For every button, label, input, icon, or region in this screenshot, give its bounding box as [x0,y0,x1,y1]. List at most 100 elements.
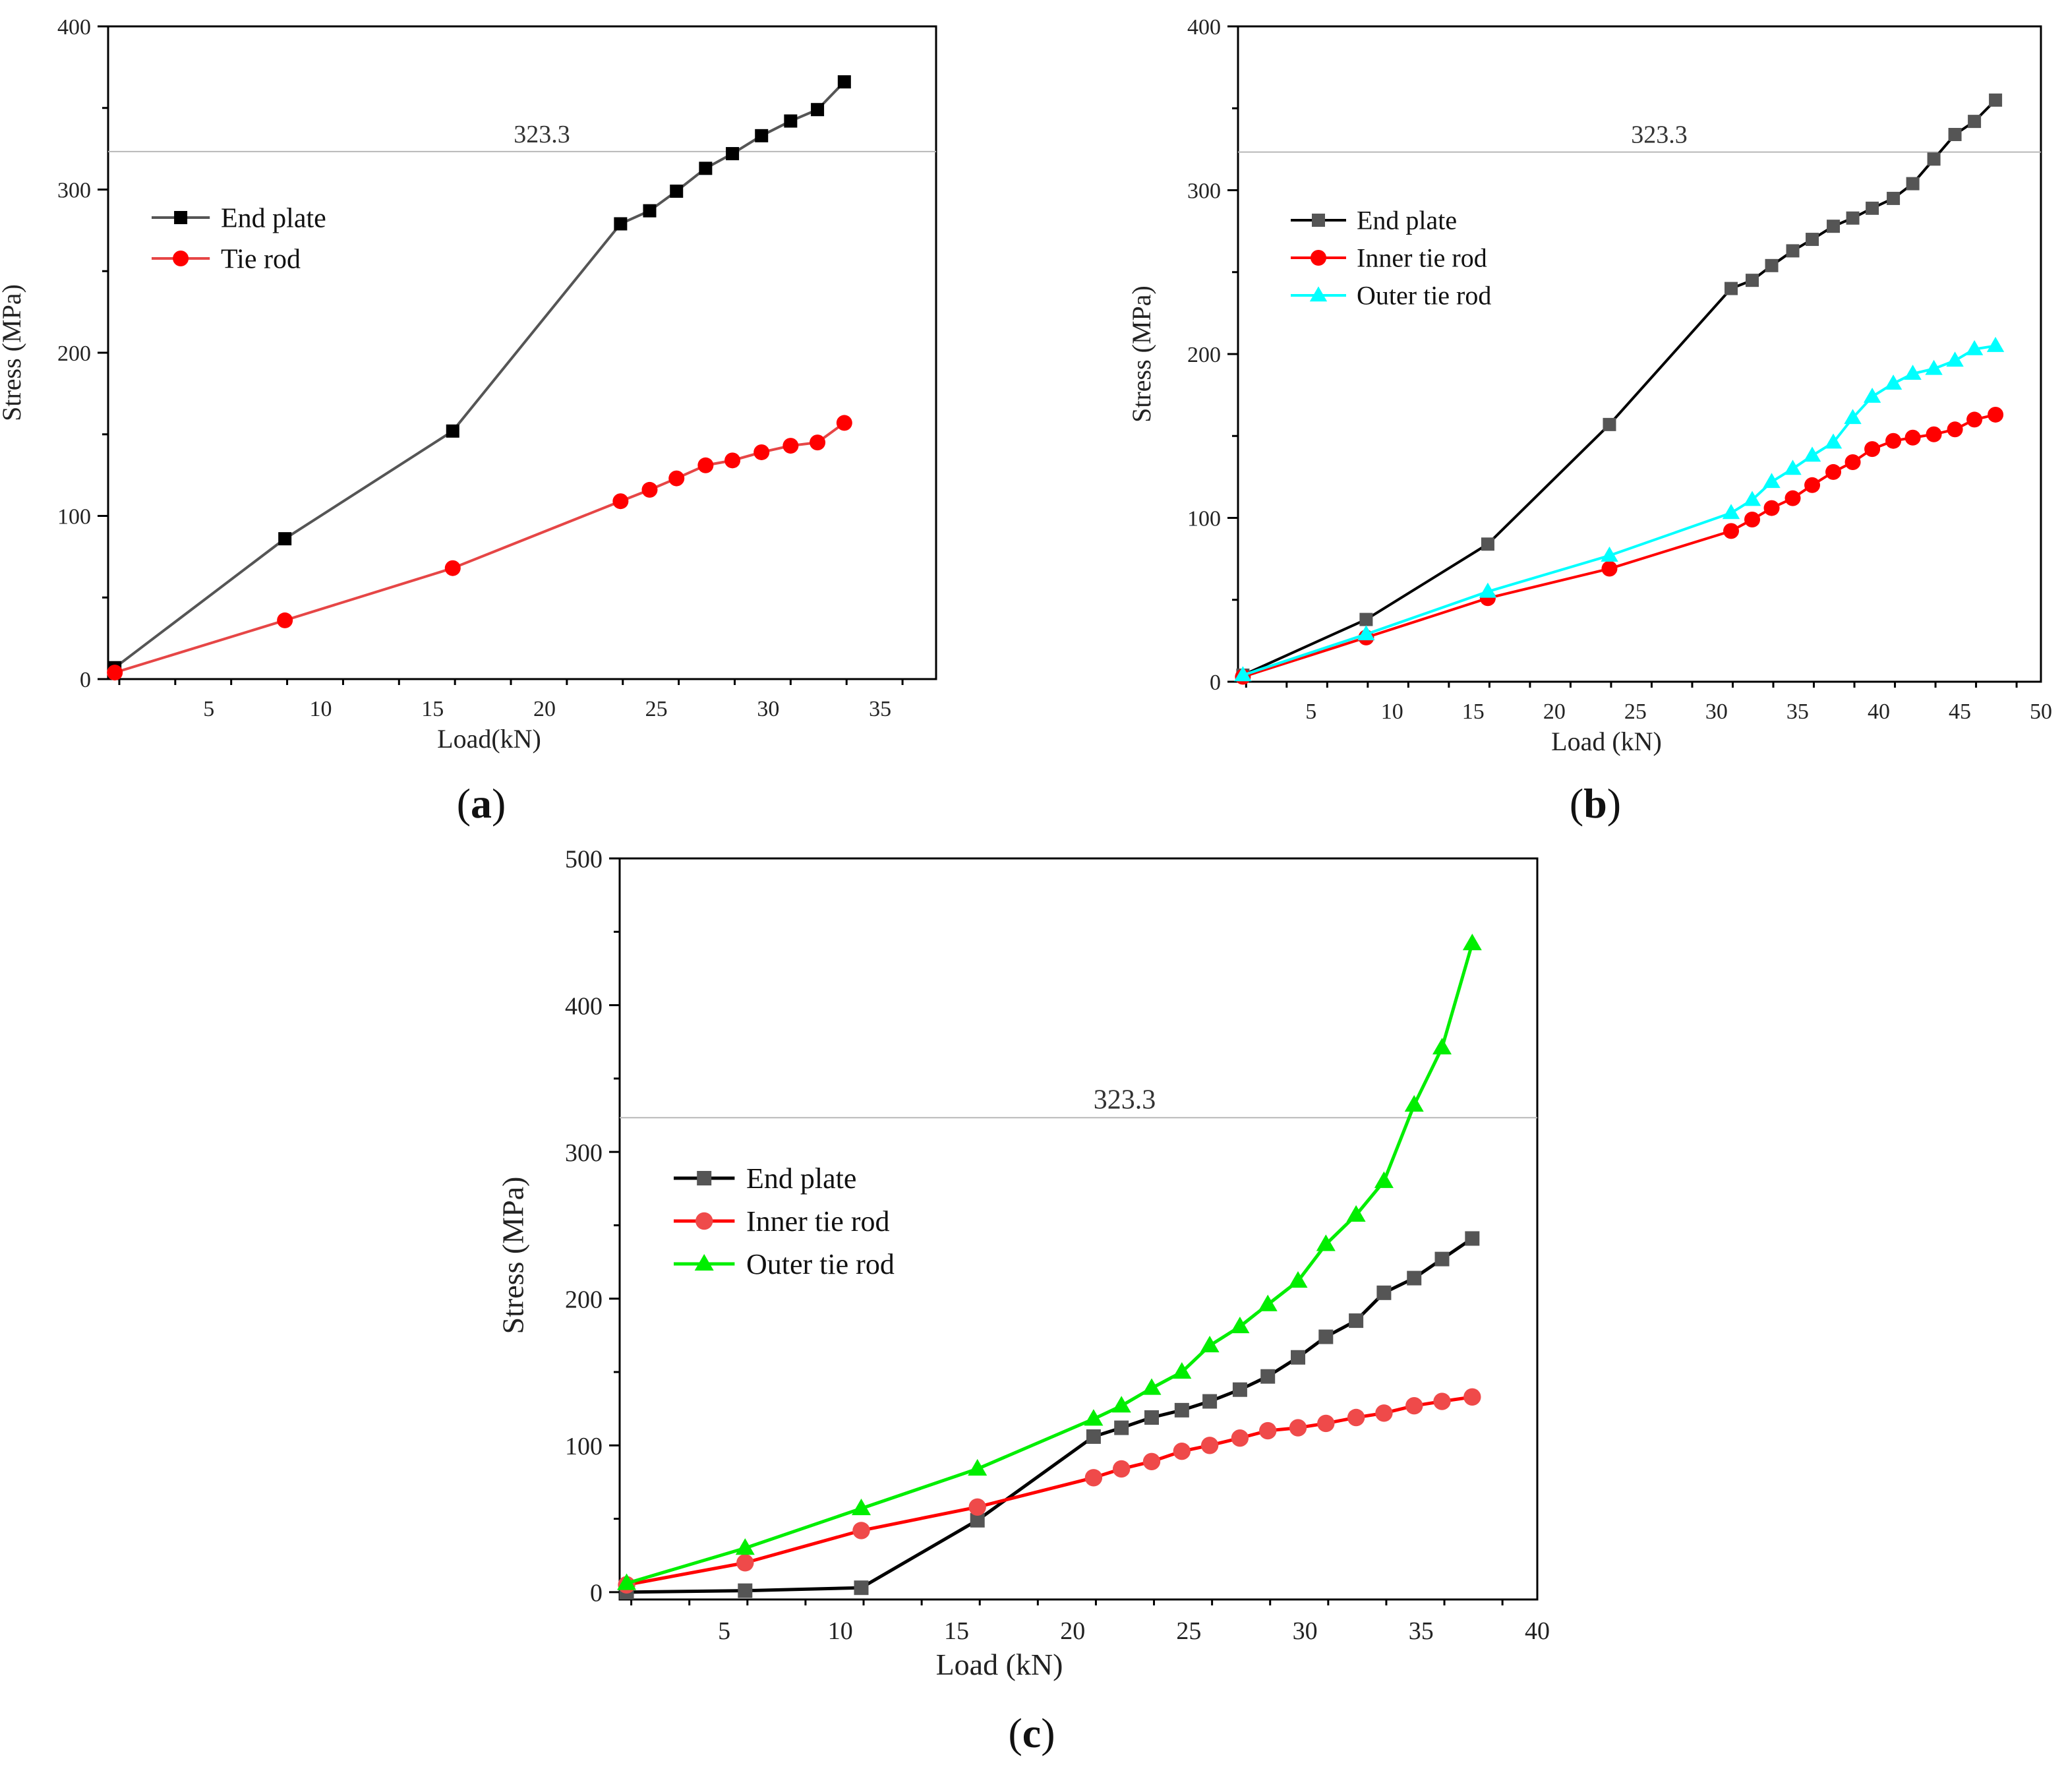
y-axis-title-b: Stress (MPa) [1127,285,1156,423]
legend-b: End plate Inner tie rod Outer tie rod [1291,206,1491,311]
y-axis-title-c: Stress (MPa) [496,1177,530,1334]
data-point-a-2 [668,470,685,487]
data-point-b-1 [1725,282,1738,295]
data-point-b-1 [1746,274,1759,287]
data-point-c-2 [1259,1421,1277,1440]
x-axis-title-a: Load(kN) [437,724,541,754]
data-point-c-1 [1202,1394,1218,1409]
data-point-b-2 [1825,463,1842,480]
legend-label-b: Outer tie rod [1357,281,1491,311]
data-point-b-1 [1906,177,1920,191]
chart-panel-b: 323.3 5 10 15 20 25 30 35 40 45 50 0 100 200 300 400 Loa… [1127,15,2052,827]
data-point-a-1 [614,217,628,231]
data-point-a-1 [755,129,769,142]
data-point-b-3 [1234,666,1252,682]
x-tick-label-b: 20 [1543,700,1566,724]
data-point-c-3 [1316,1234,1336,1251]
data-point-b-1 [1786,244,1800,258]
data-point-c-2 [1231,1429,1249,1447]
data-point-b-1 [1603,417,1616,431]
data-point-c-3 [1288,1271,1308,1288]
data-point-b-3 [1965,340,1984,355]
x-tick-label-b: 40 [1868,700,1890,724]
data-point-b-2 [1864,441,1881,458]
x-tick-label-a: 5 [203,697,214,721]
data-point-c-1 [1291,1350,1306,1365]
series-b-3 [1234,336,2005,682]
data-point-c-2 [1289,1419,1307,1437]
data-point-b-2 [1966,411,1983,428]
x-tick-label-c: 35 [1409,1617,1434,1645]
y-tick-label-b: 300 [1187,179,1221,204]
x-axis-title-c: Load (kN) [936,1648,1063,1681]
x-tick-label-b: 50 [2030,700,2052,724]
data-point-b-3 [1925,359,1943,375]
data-point-b-1 [1846,211,1860,225]
data-point-c-2 [1433,1392,1451,1410]
data-point-c-3 [968,1458,988,1476]
x-tick-label-a: 20 [533,697,556,721]
data-point-b-2 [1763,500,1780,516]
legend-a: End plate Tie rod [152,203,326,274]
data-point-c-3 [1258,1294,1278,1311]
data-point-b-3 [1904,365,1922,380]
data-point-c-3 [1346,1205,1366,1222]
data-point-a-2 [724,452,741,469]
x-tick-label-c: 10 [828,1617,853,1645]
legend-label-c: End plate [746,1162,856,1195]
legend-marker-c [695,1212,713,1230]
data-point-b-2 [1885,433,1902,449]
reference-line-label-c: 323.3 [1094,1085,1156,1115]
data-point-b-3 [1763,473,1781,489]
y-tick-label-c: 300 [565,1139,603,1167]
data-point-b-2 [1804,477,1821,493]
data-point-c-3 [851,1499,871,1516]
data-point-b-1 [1806,233,1819,247]
data-point-c-1 [1376,1285,1392,1300]
data-point-b-1 [1948,128,1962,142]
x-tick-label-b: 30 [1705,700,1728,724]
data-point-b-1 [1887,191,1901,205]
x-tick-label-c: 15 [944,1617,969,1645]
data-point-b-3 [1357,625,1375,641]
series-line-c-3 [626,943,1474,1585]
data-point-b-3 [1743,491,1761,506]
y-tick-label-a: 100 [57,505,91,529]
data-point-b-3 [1844,409,1862,425]
data-point-b-3 [1479,582,1497,598]
data-point-c-3 [1432,1038,1452,1055]
y-tick-label-a: 300 [57,179,91,203]
x-tick-label-b: 10 [1381,700,1403,724]
data-point-c-1 [1114,1420,1129,1435]
data-point-c-1 [1349,1313,1364,1329]
data-point-c-2 [1112,1460,1131,1478]
data-point-a-2 [810,434,826,451]
data-point-b-3 [1986,336,2005,352]
data-point-c-3 [1462,934,1482,951]
data-point-b-1 [1989,93,2003,107]
data-point-c-1 [1434,1251,1450,1267]
x-tick-label-b: 15 [1462,700,1485,724]
data-point-c-2 [1084,1469,1103,1487]
x-tick-label-b: 35 [1786,700,1809,724]
data-point-c-2 [1347,1408,1365,1427]
data-point-c-3 [1404,1094,1424,1112]
legend-label-b: End plate [1357,206,1457,235]
data-point-c-1 [1260,1369,1276,1384]
y-tick-label-a: 0 [80,668,91,692]
data-point-b-2 [1723,523,1740,539]
data-point-c-2 [1317,1414,1335,1433]
legend-marker-b [1309,286,1328,302]
legend-label-a: Tie rod [221,244,301,274]
data-point-a-1 [643,204,657,218]
y-tick-label-b: 400 [1187,15,1221,40]
data-point-b-1 [1765,258,1779,272]
data-point-c-2 [1375,1404,1393,1422]
y-tick-label-a: 400 [57,15,91,40]
y-tick-label-b: 0 [1210,671,1221,695]
data-point-c-2 [1173,1443,1191,1460]
legend-label-c: Outer tie rod [746,1248,895,1280]
data-point-a-2 [782,438,799,454]
panel-label-a: (a) [457,780,506,827]
data-point-b-2 [1844,454,1861,471]
